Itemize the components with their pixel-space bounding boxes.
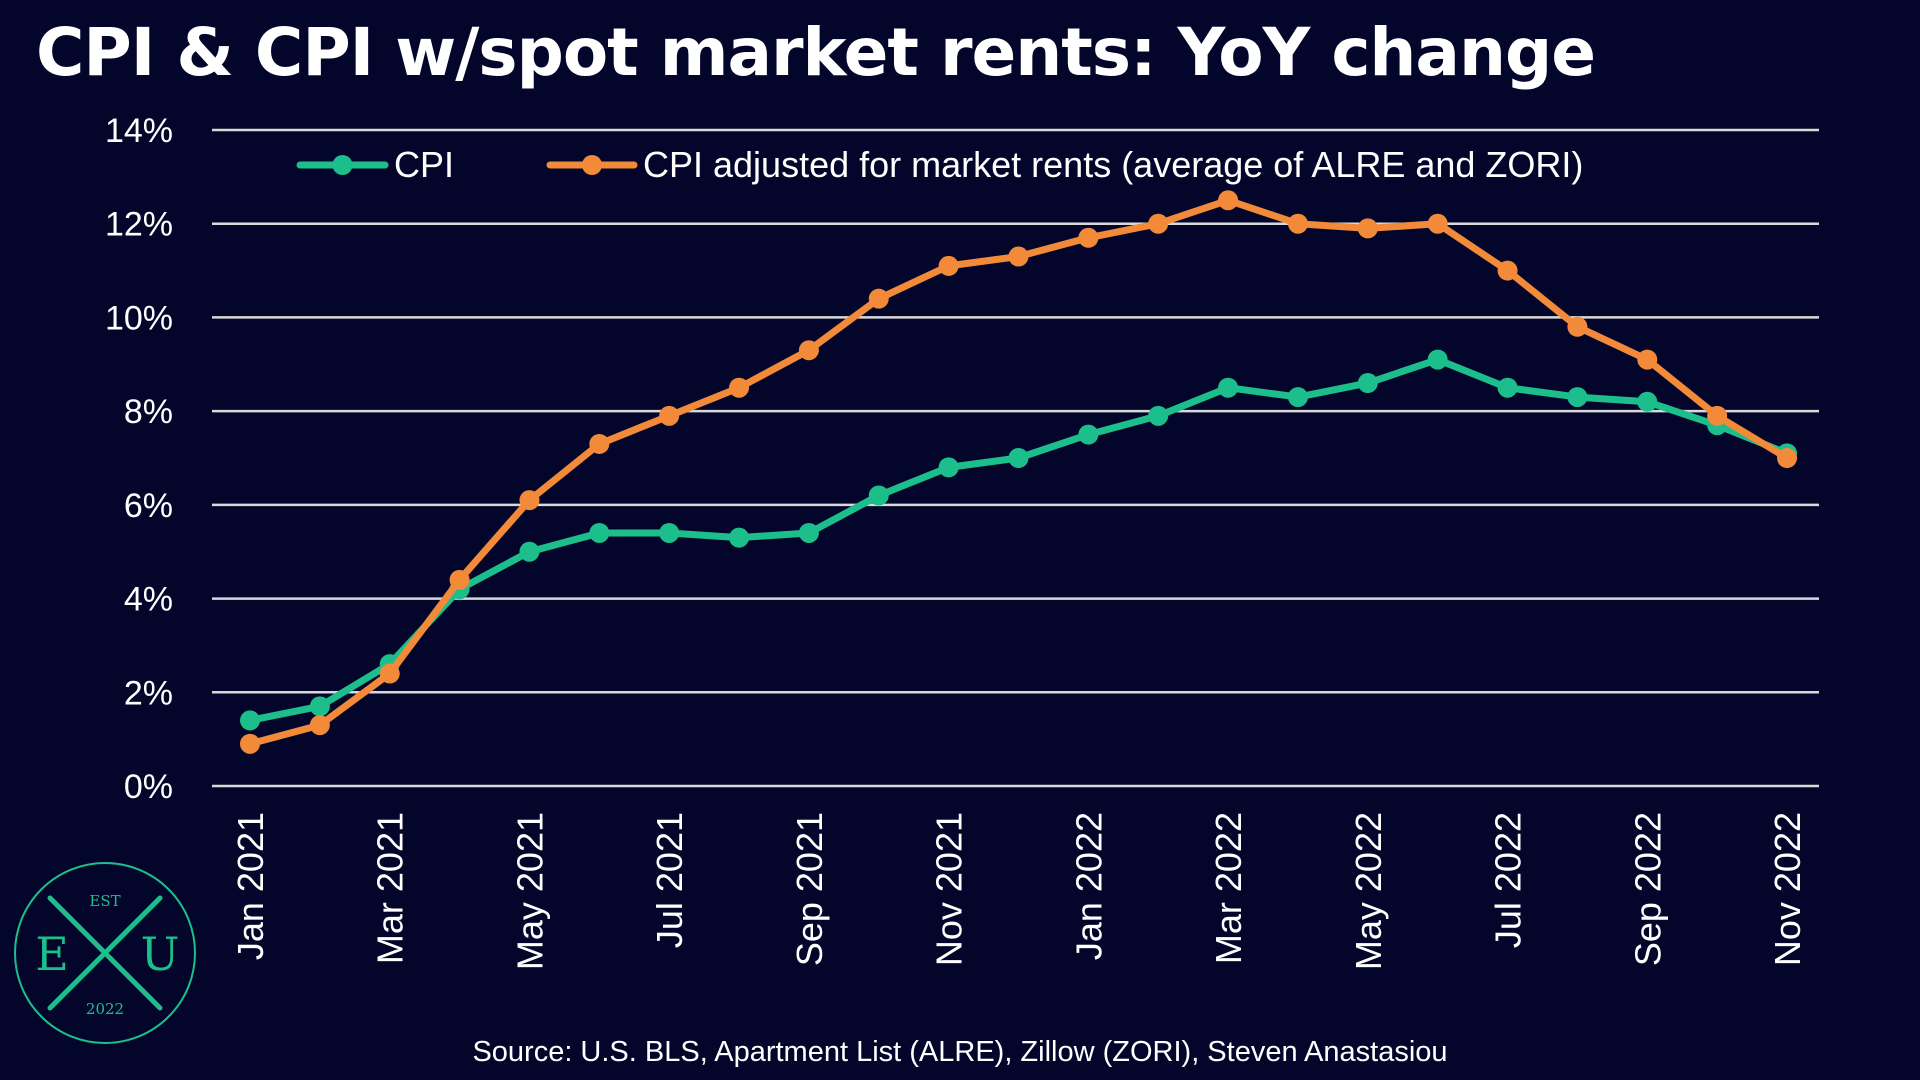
- legend-label: CPI adjusted for market rents (average o…: [643, 144, 1583, 185]
- data-point-cpi: [1008, 448, 1029, 468]
- data-point-cpi-adjusted: [798, 340, 819, 361]
- x-tick-label: Mar 2021: [370, 812, 411, 964]
- legend-swatch-marker: [332, 155, 353, 175]
- logo-circle: [14, 862, 196, 1044]
- series-lines: [240, 190, 1797, 754]
- data-point-cpi-adjusted: [938, 255, 959, 276]
- data-point-cpi-adjusted: [1008, 246, 1029, 267]
- data-point-cpi: [1637, 391, 1658, 412]
- data-point-cpi: [240, 710, 260, 731]
- gridlines: [212, 128, 1819, 788]
- data-point-cpi: [659, 522, 680, 543]
- y-tick-label: 0%: [124, 768, 173, 806]
- y-axis-tick-labels: 0% 2% 4% 6% 8% 10% 12% 14%: [105, 112, 173, 806]
- data-point-cpi: [1427, 349, 1448, 370]
- y-tick-label: 14%: [105, 112, 173, 150]
- logo-bottom-text: 2022: [86, 1000, 124, 1018]
- x-tick-label: Sep 2021: [789, 812, 830, 966]
- y-tick-label: 6%: [124, 487, 173, 525]
- data-point-cpi: [1497, 377, 1518, 398]
- data-point-cpi-adjusted: [659, 405, 680, 426]
- legend-label: CPI: [394, 144, 454, 185]
- data-point-cpi: [1567, 387, 1588, 408]
- data-point-cpi: [1148, 405, 1169, 426]
- y-tick-label: 4%: [124, 581, 173, 619]
- y-tick-label: 12%: [105, 206, 173, 244]
- data-point-cpi-adjusted: [589, 433, 610, 454]
- data-point-cpi-adjusted: [309, 715, 330, 736]
- x-tick-label: Jan 2021: [230, 812, 271, 960]
- legend: CPI CPI adjusted for market rents (averag…: [296, 144, 1583, 185]
- x-axis-tick-labels: Jan 2021 Mar 2021 May 2021 Jul 2021 Sep 2021…: [230, 812, 1808, 970]
- data-point-cpi: [1078, 424, 1099, 445]
- data-point-cpi-adjusted: [1218, 190, 1239, 211]
- data-point-cpi: [729, 527, 750, 548]
- legend-item-cpi: CPI: [296, 144, 454, 185]
- x-tick-label: Jul 2022: [1488, 812, 1529, 948]
- data-point-cpi-adjusted: [1427, 213, 1448, 234]
- data-point-cpi-adjusted: [868, 288, 889, 309]
- logo-top-text: EST: [89, 892, 120, 910]
- series-cpi-adjusted: [240, 190, 1797, 754]
- x-tick-label: Nov 2021: [929, 812, 970, 966]
- data-point-cpi: [519, 541, 540, 562]
- data-point-cpi-adjusted: [1497, 260, 1518, 281]
- data-point-cpi-adjusted: [240, 733, 260, 754]
- data-point-cpi: [309, 696, 330, 717]
- data-point-cpi: [589, 522, 610, 543]
- y-tick-label: 10%: [105, 299, 173, 337]
- x-tick-label: May 2022: [1348, 812, 1389, 970]
- data-point-cpi-adjusted: [729, 377, 750, 398]
- x-tick-label: Mar 2022: [1208, 812, 1249, 964]
- data-point-cpi-adjusted: [449, 569, 470, 590]
- data-point-cpi-adjusted: [379, 663, 400, 684]
- data-point-cpi: [868, 485, 889, 506]
- x-tick-label: Nov 2022: [1767, 812, 1808, 966]
- data-point-cpi-adjusted: [1357, 218, 1378, 239]
- series-line-cpi-adjusted: [246, 196, 1791, 748]
- data-point-cpi-adjusted: [1078, 227, 1099, 248]
- logo-cross-stroke-2: [47, 895, 163, 1011]
- y-tick-label: 8%: [124, 393, 173, 431]
- data-point-cpi: [1357, 373, 1378, 394]
- source-note: Source: U.S. BLS, Apartment List (ALRE),…: [472, 1036, 1448, 1068]
- series-line-cpi: [246, 356, 1791, 724]
- data-point-cpi-adjusted: [1777, 448, 1797, 468]
- x-tick-label: May 2021: [509, 812, 550, 970]
- data-point-cpi: [1218, 377, 1239, 398]
- data-point-cpi-adjusted: [1567, 316, 1588, 337]
- data-point-cpi: [1287, 387, 1308, 408]
- data-point-cpi-adjusted: [1287, 213, 1308, 234]
- chart-title: CPI & CPI w/spot market rents: YoY chang…: [36, 14, 1596, 91]
- data-point-cpi-adjusted: [519, 490, 540, 511]
- data-point-cpi-adjusted: [1148, 213, 1169, 234]
- exu-logo: EST E U 2022: [14, 862, 196, 1044]
- y-tick-label: 2%: [124, 674, 173, 712]
- data-point-cpi: [798, 522, 819, 543]
- series-cpi: [240, 349, 1797, 731]
- data-point-cpi-adjusted: [1637, 349, 1658, 370]
- legend-swatch-marker: [582, 155, 602, 175]
- x-tick-label: Jan 2022: [1068, 812, 1109, 960]
- data-point-cpi-adjusted: [1707, 405, 1728, 426]
- data-point-cpi: [938, 457, 959, 478]
- x-tick-label: Sep 2022: [1627, 812, 1668, 966]
- logo-right-letter: U: [141, 927, 180, 981]
- legend-item-cpi-adjusted: CPI adjusted for market rents (average o…: [546, 144, 1583, 185]
- logo-left-letter: E: [35, 927, 69, 981]
- x-tick-label: Jul 2021: [649, 812, 690, 948]
